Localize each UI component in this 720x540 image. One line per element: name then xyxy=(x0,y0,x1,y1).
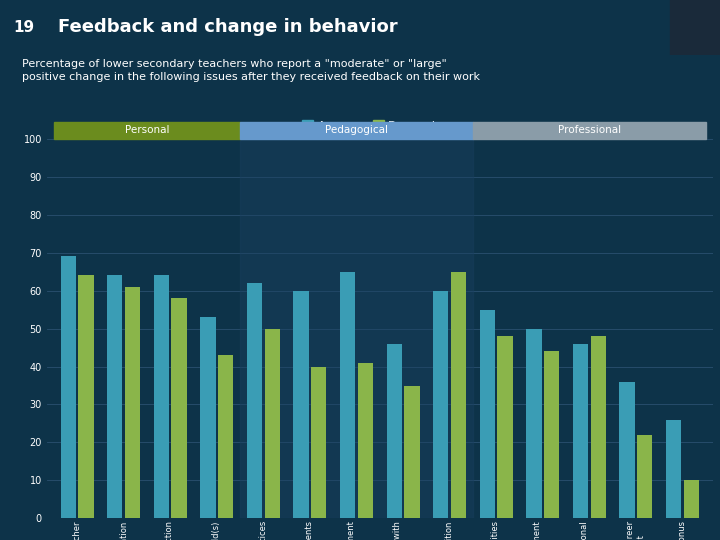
Bar xyxy=(171,298,186,518)
Polygon shape xyxy=(590,0,720,55)
Bar xyxy=(526,328,541,518)
Bar xyxy=(573,344,588,518)
Bar xyxy=(544,352,559,518)
Bar xyxy=(666,420,681,518)
Text: Professional: Professional xyxy=(558,125,621,135)
Bar xyxy=(451,272,466,518)
Bar xyxy=(294,291,309,518)
Bar xyxy=(0,0,47,55)
Bar xyxy=(107,275,122,518)
Legend: Average, Denmark: Average, Denmark xyxy=(300,118,441,133)
Bar xyxy=(358,363,373,518)
Bar xyxy=(247,283,262,518)
Bar xyxy=(60,256,76,518)
Bar xyxy=(619,382,635,518)
Bar xyxy=(200,317,215,518)
Text: Feedback and change in behavior: Feedback and change in behavior xyxy=(58,18,397,37)
Bar xyxy=(54,122,240,139)
Bar xyxy=(498,336,513,518)
Text: 19: 19 xyxy=(13,20,34,35)
Bar xyxy=(670,0,720,55)
Text: Personal: Personal xyxy=(125,125,169,135)
Bar xyxy=(684,481,699,518)
Bar xyxy=(264,328,280,518)
Bar xyxy=(480,309,495,518)
Bar xyxy=(404,386,420,518)
Bar xyxy=(78,275,94,518)
Bar xyxy=(240,139,473,518)
Bar xyxy=(473,122,706,139)
Bar xyxy=(433,291,449,518)
Bar xyxy=(590,336,606,518)
Bar xyxy=(387,344,402,518)
Text: Percentage of lower secondary teachers who report a "moderate" or "large"
positi: Percentage of lower secondary teachers w… xyxy=(22,59,480,83)
Bar xyxy=(125,287,140,518)
Text: Pedagogical: Pedagogical xyxy=(325,125,388,135)
Bar xyxy=(311,367,326,518)
Bar xyxy=(240,122,473,139)
Bar xyxy=(637,435,652,518)
Bar xyxy=(218,355,233,518)
Bar xyxy=(153,275,169,518)
Bar xyxy=(340,272,356,518)
